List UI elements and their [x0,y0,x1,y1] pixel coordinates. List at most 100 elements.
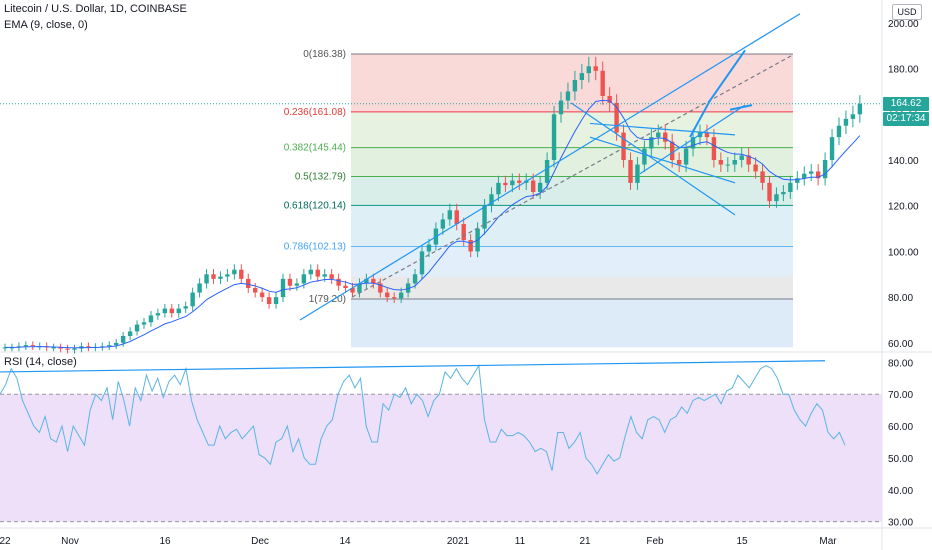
candle [579,73,585,80]
currency-button[interactable]: USD [892,4,922,20]
candle [704,132,710,138]
candle [246,278,251,288]
candle [183,306,188,309]
trendline [639,104,746,175]
rsi-trendline [0,360,826,373]
candle [155,313,161,316]
candle [635,164,640,183]
candle [308,269,313,275]
candle [65,348,70,350]
candle [788,182,793,192]
candle [398,292,404,299]
candle [343,285,348,288]
candle [468,240,473,252]
candle [767,182,772,202]
candle [211,274,216,279]
candle [482,205,487,229]
candle [232,269,237,275]
time-tick-label: 14 [339,536,351,547]
candle [829,137,835,160]
candle [739,155,744,160]
fib-zone [351,298,793,348]
candle [405,283,411,293]
candle [225,274,230,277]
candle [746,155,751,165]
fib-level-label: 0.5(132.79) [295,171,346,182]
candle [127,331,133,336]
time-tick-label: 2021 [447,536,470,547]
candle [141,322,147,325]
trendline [570,102,736,216]
candle [517,180,522,183]
time-tick-label: 16 [159,536,171,547]
candle [683,148,689,165]
fib-level-label: 0.382(145.44) [284,143,346,154]
time-tick-label: Mar [819,536,837,547]
candle [802,173,807,179]
chart-title: Litecoin / U.S. Dollar, 1D, COINBASE [4,3,187,15]
candle [718,160,724,165]
fib-zone [351,111,793,148]
candle [266,297,272,304]
candle [781,192,786,195]
candle [815,171,821,179]
candle [315,269,320,277]
candle [120,336,126,343]
candle [795,178,800,183]
candle [836,125,842,138]
fib-level-label: 0.618(120.14) [284,200,346,211]
time-tick-label: 21 [579,536,591,547]
candle [642,148,647,165]
fib-level-label: 1(79.20) [309,294,346,305]
projection-arrow [689,49,746,138]
candle [607,96,612,103]
fib-level-label: 0(186.38) [303,49,346,60]
candle [107,345,112,347]
rsi-band [0,394,882,522]
candle [440,219,446,229]
candle [378,283,383,293]
candle [197,283,202,293]
candle [134,324,140,332]
candle [850,114,856,119]
price-tick-label: 100.00 [888,247,919,258]
candle [280,278,286,298]
candle [822,160,828,179]
candle [51,347,56,349]
candle [287,278,293,286]
candle [774,194,779,202]
candle [162,308,168,314]
candle [454,210,459,224]
price-tick-label: 180.00 [888,65,919,76]
candle [86,346,91,348]
ema-indicator-label[interactable]: EMA (9, close, 0) [4,19,88,31]
candle [489,194,494,206]
candle [649,137,654,149]
candle [656,132,661,138]
rsi-tick-label: 80.00 [888,358,913,369]
candle [496,182,501,195]
candle [551,114,557,160]
candle [190,292,195,307]
fib-zone [351,176,793,206]
candle [148,315,154,323]
fib-level-label: 0.236(161.08) [284,107,346,118]
candle [176,308,181,314]
trendline [589,122,736,136]
price-tick-label: 80.00 [888,293,913,304]
candle [329,274,334,279]
candle [294,283,300,286]
candle [350,288,355,293]
candle [371,278,376,284]
rsi-indicator-label[interactable]: RSI (14, close) [4,356,77,368]
candle [412,274,418,284]
candle [809,171,814,174]
price-tick-label: 120.00 [888,202,919,213]
ema-line [5,99,861,349]
last-price-tag: 164.62 [883,96,929,111]
time-tick-label: 11 [515,536,526,547]
candle [732,160,737,165]
candle [72,348,77,350]
candle [621,132,626,160]
